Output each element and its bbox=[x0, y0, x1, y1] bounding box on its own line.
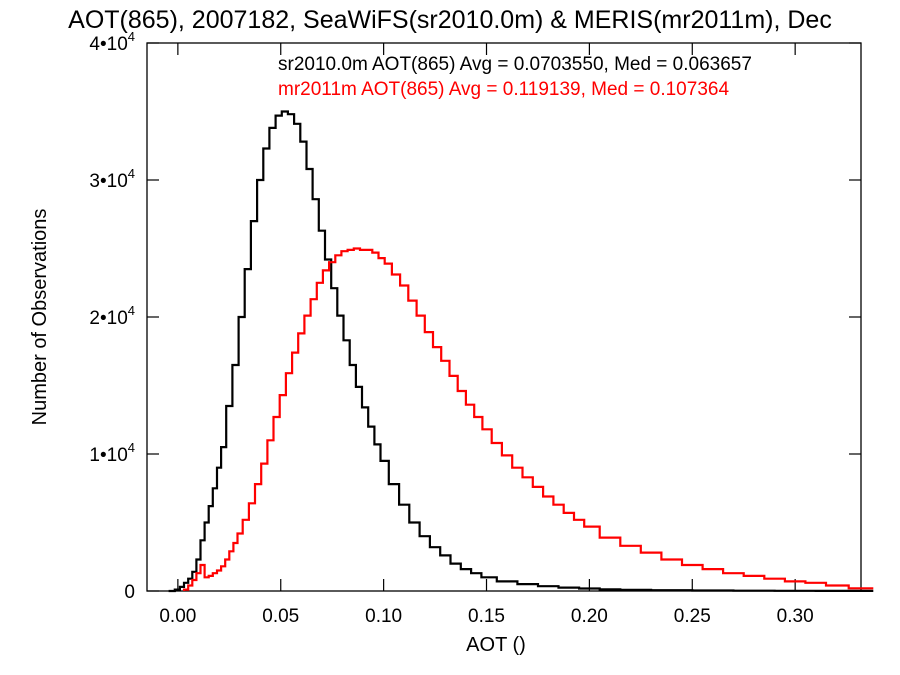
y-tick-label-base: 2•10 bbox=[89, 308, 127, 329]
y-tick-label: 2•104 bbox=[89, 303, 135, 329]
x-axis-label: AOT () bbox=[466, 634, 526, 656]
y-tick-label-base: 1•10 bbox=[89, 445, 127, 466]
y-tick-label-base: 4•10 bbox=[89, 34, 127, 55]
y-tick-label: 3•104 bbox=[89, 166, 135, 192]
x-tick-label: 0.15 bbox=[468, 606, 505, 627]
y-tick-label: 4•104 bbox=[89, 29, 135, 55]
y-tick-label-base: 0 bbox=[124, 582, 135, 603]
y-axis-label: Number of Observations bbox=[29, 209, 51, 426]
y-tick-label-base: 3•10 bbox=[89, 171, 127, 192]
x-tick-label: 0.30 bbox=[777, 606, 814, 627]
legend-entry-sr2010: sr2010.0m AOT(865) Avg = 0.0703550, Med … bbox=[278, 54, 752, 75]
x-tick-label: 0.25 bbox=[674, 606, 711, 627]
x-tick-label: 0.00 bbox=[159, 606, 196, 627]
x-axis-ticks: 0.00 0.05 0.10 0.15 0.20 0.25 0.30 bbox=[159, 43, 814, 627]
y-tick-label-exponent: 4 bbox=[128, 166, 135, 181]
x-tick-label: 0.10 bbox=[365, 606, 402, 627]
x-tick-label: 0.20 bbox=[571, 606, 608, 627]
y-tick-label-exponent: 4 bbox=[128, 303, 135, 318]
series-line-mr2011m bbox=[182, 247, 874, 591]
y-tick-label-exponent: 4 bbox=[128, 29, 135, 44]
chart-title: AOT(865), 2007182, SeaWiFS(sr2010.0m) & … bbox=[68, 6, 832, 34]
y-tick-label: 1•104 bbox=[89, 440, 135, 466]
y-tick-label-exponent: 4 bbox=[128, 440, 135, 455]
plot-frame bbox=[146, 42, 862, 592]
legend-entry-mr2011m: mr2011m AOT(865) Avg = 0.119139, Med = 0… bbox=[278, 79, 729, 100]
series-line-sr2010.0m bbox=[168, 110, 874, 593]
y-tick-label: 0 bbox=[124, 582, 135, 603]
series-layer bbox=[168, 110, 874, 593]
x-tick-label: 0.05 bbox=[262, 606, 299, 627]
